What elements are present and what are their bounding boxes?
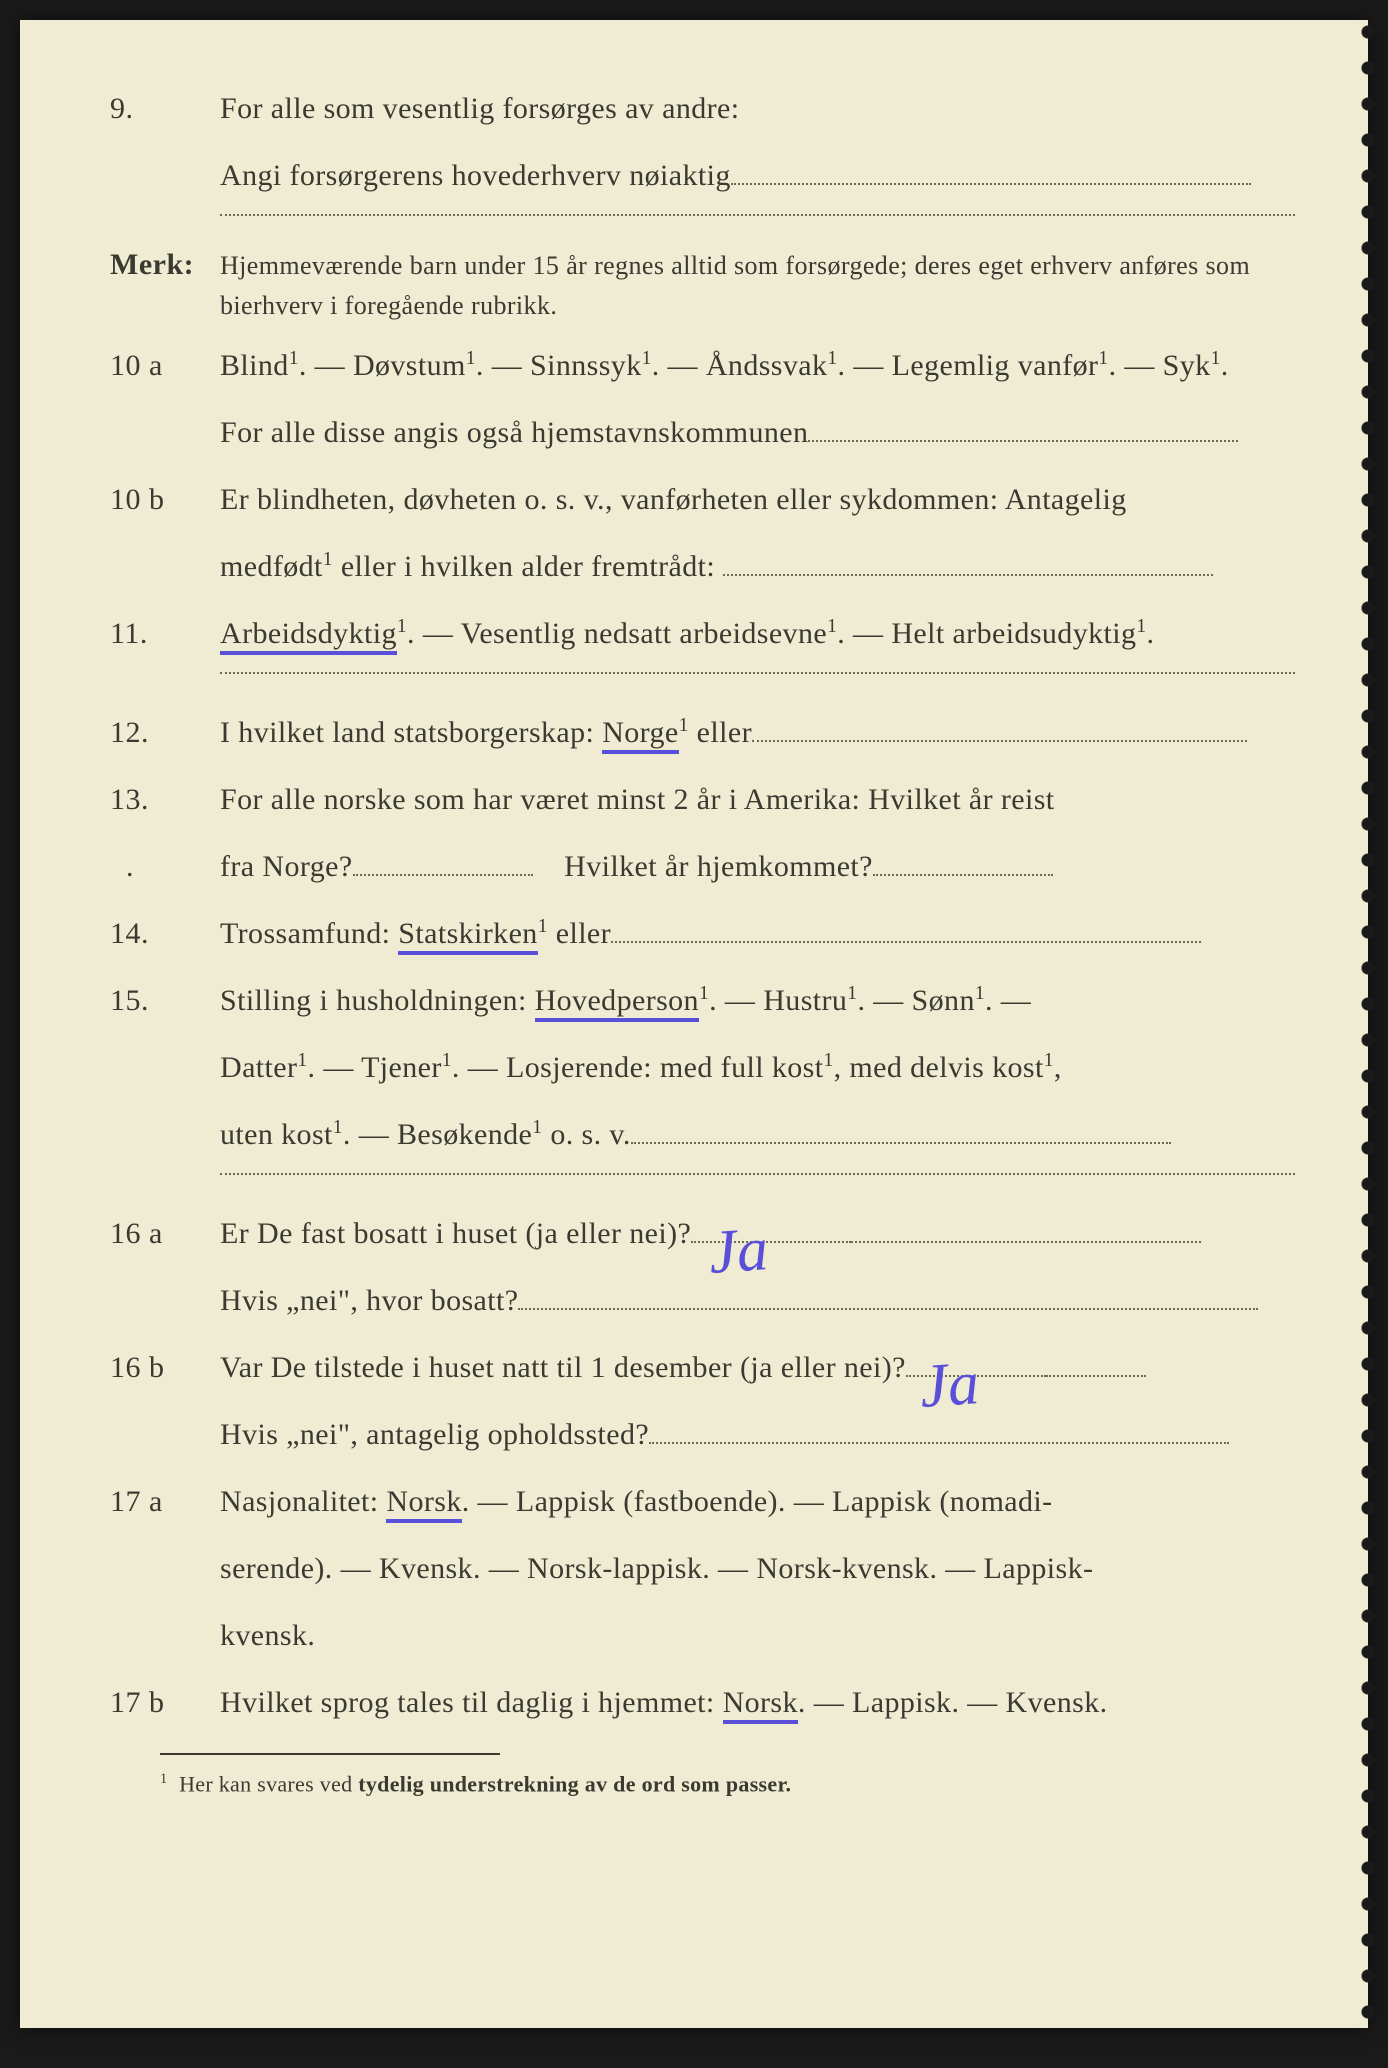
q17a-text3: kvensk. (220, 1607, 1288, 1664)
q17b-text: Hvilket sprog tales til daglig i hjemmet… (220, 1674, 1288, 1731)
q16b-text2: Hvis „nei", antagelig opholdssted? (220, 1406, 1288, 1463)
q13-text2: fra Norge? Hvilket år hjemkommet? (220, 838, 1288, 895)
q10a-row1: 10 a Blind1. — Døvstum1. — Sinnssyk1. — … (110, 337, 1288, 394)
q11-number: 11. (110, 617, 220, 651)
q11-underlined: Arbeidsdyktig (220, 617, 397, 655)
q16b-row2: Hvis „nei", antagelig opholdssted? (110, 1406, 1288, 1463)
q10b-row1: 10 b Er blindheten, døvheten o. s. v., v… (110, 471, 1288, 528)
fill-line[interactable] (220, 672, 1295, 674)
fill-line[interactable]: Ja (691, 1241, 851, 1243)
q17a-row3: kvensk. (110, 1607, 1288, 1664)
q15-row1: 15. Stilling i husholdningen: Hovedperso… (110, 972, 1288, 1029)
q17b-underlined: Norsk (723, 1686, 798, 1724)
q17a-row1: 17 a Nasjonalitet: Norsk. — Lappisk (fas… (110, 1473, 1288, 1530)
q17a-underlined: Norsk (386, 1485, 461, 1523)
q12-number: 12. (110, 716, 220, 750)
q17a-text1: Nasjonalitet: Norsk. — Lappisk (fastboen… (220, 1473, 1288, 1530)
q15-row3: uten kost1. — Besøkende1 o. s. v. (110, 1106, 1288, 1163)
fill-line[interactable] (631, 1142, 1171, 1144)
q9-number: 9. (110, 92, 220, 126)
fill-line[interactable] (873, 874, 1053, 876)
q13-row1: 13. For alle norske som har været minst … (110, 771, 1288, 828)
handwritten-answer: Ja (705, 1191, 772, 1313)
q10a-row2: For alle disse angis også hjemstavnskomm… (110, 404, 1288, 461)
q10a-number: 10 a (110, 349, 220, 383)
q16b-number: 16 b (110, 1351, 220, 1385)
q13-text1: For alle norske som har været minst 2 år… (220, 771, 1288, 828)
footnote: 1 Her kan svares ved tydelig understrekn… (160, 1771, 1288, 1797)
q16a-text1: Er De fast bosatt i huset (ja eller nei)… (220, 1205, 1288, 1262)
fill-line[interactable] (808, 440, 1238, 442)
fill-line[interactable] (611, 941, 1201, 943)
handwritten-answer: Ja (916, 1325, 983, 1447)
q15-underlined: Hovedperson (535, 984, 699, 1022)
q16b-text1: Var De tilstede i huset natt til 1 desem… (220, 1339, 1288, 1396)
fill-line[interactable] (220, 214, 1295, 216)
q12-row: 12. I hvilket land statsborgerskap: Norg… (110, 704, 1288, 761)
q17a-row2: serende). — Kvensk. — Norsk-lappisk. — N… (110, 1540, 1288, 1597)
fill-line[interactable] (1046, 1375, 1146, 1377)
q11-text: Arbeidsdyktig1. — Vesentlig nedsatt arbe… (220, 605, 1288, 662)
q10a-opts: Blind1. — Døvstum1. — Sinnssyk1. — Åndss… (220, 337, 1288, 394)
q17a-text2: serende). — Kvensk. — Norsk-lappisk. — N… (220, 1540, 1288, 1597)
fill-line[interactable] (731, 183, 1251, 185)
q15-text3: uten kost1. — Besøkende1 o. s. v. (220, 1106, 1288, 1163)
q10b-text1: Er blindheten, døvheten o. s. v., vanfør… (220, 471, 1288, 528)
q9-row1: 9. For alle som vesentlig forsørges av a… (110, 80, 1288, 137)
q14-text: Trossamfund: Statskirken1 eller (220, 905, 1288, 962)
fill-line[interactable] (851, 1241, 1201, 1243)
q17b-number: 17 b (110, 1686, 220, 1720)
q15-text2: Datter1. — Tjener1. — Losjerende: med fu… (220, 1039, 1288, 1096)
q9-text2: Angi forsørgerens hovederhverv nøiaktig (220, 147, 1288, 204)
q9-row2: Angi forsørgerens hovederhverv nøiaktig (110, 147, 1288, 204)
merk-row: Merk: Hjemmeværende barn under 15 år reg… (110, 246, 1288, 327)
q15-text1: Stilling i husholdningen: Hovedperson1. … (220, 972, 1288, 1029)
fill-line[interactable]: Ja (906, 1375, 1046, 1377)
q10b-text2: medfødt1 eller i hvilken alder fremtrådt… (220, 538, 1288, 595)
q17b-row: 17 b Hvilket sprog tales til daglig i hj… (110, 1674, 1288, 1731)
q10b-row2: medfødt1 eller i hvilken alder fremtrådt… (110, 538, 1288, 595)
q9-text1: For alle som vesentlig forsørges av andr… (220, 80, 1288, 137)
q12-underlined: Norge (602, 716, 678, 754)
q14-underlined: Statskirken (398, 917, 537, 955)
fill-line[interactable] (752, 740, 1247, 742)
q14-row: 14. Trossamfund: Statskirken1 eller (110, 905, 1288, 962)
q16a-row2: Hvis „nei", hvor bosatt? (110, 1272, 1288, 1329)
q16a-row1: 16 a Er De fast bosatt i huset (ja eller… (110, 1205, 1288, 1262)
merk-text: Hjemmeværende barn under 15 år regnes al… (220, 246, 1288, 327)
perforation-edge (1360, 20, 1376, 2028)
q16b-row1: 16 b Var De tilstede i huset natt til 1 … (110, 1339, 1288, 1396)
q10b-number: 10 b (110, 483, 220, 517)
footnote-rule (160, 1753, 500, 1755)
q12-text: I hvilket land statsborgerskap: Norge1 e… (220, 704, 1288, 761)
q11-row: 11. Arbeidsdyktig1. — Vesentlig nedsatt … (110, 605, 1288, 662)
q14-number: 14. (110, 917, 220, 951)
fill-line[interactable] (518, 1308, 1258, 1310)
q13-number: 13. (110, 783, 220, 817)
fill-line[interactable] (723, 574, 1213, 576)
merk-label: Merk: (110, 248, 220, 282)
q16a-number: 16 a (110, 1217, 220, 1251)
fill-line[interactable] (353, 874, 533, 876)
census-form-page: 9. For alle som vesentlig forsørges av a… (20, 20, 1368, 2028)
q15-row2: Datter1. — Tjener1. — Losjerende: med fu… (110, 1039, 1288, 1096)
q15-number: 15. (110, 984, 220, 1018)
q17a-number: 17 a (110, 1485, 220, 1519)
q10a-line2: For alle disse angis også hjemstavnskomm… (220, 404, 1288, 461)
fill-line[interactable] (220, 1173, 1295, 1175)
q13-row2: . fra Norge? Hvilket år hjemkommet? (110, 838, 1288, 895)
